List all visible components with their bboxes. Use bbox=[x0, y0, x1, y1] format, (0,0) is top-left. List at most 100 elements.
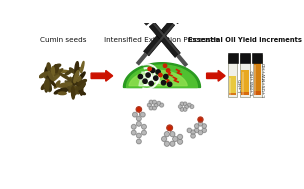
Ellipse shape bbox=[78, 80, 86, 85]
Ellipse shape bbox=[60, 89, 68, 93]
Bar bbox=[252, 53, 262, 63]
Ellipse shape bbox=[66, 77, 74, 84]
Ellipse shape bbox=[54, 81, 60, 88]
Ellipse shape bbox=[74, 85, 80, 94]
Circle shape bbox=[159, 73, 162, 77]
Circle shape bbox=[198, 130, 202, 135]
Polygon shape bbox=[126, 65, 197, 87]
Circle shape bbox=[167, 125, 172, 131]
Circle shape bbox=[149, 100, 153, 104]
Circle shape bbox=[152, 106, 156, 110]
Bar bbox=[240, 55, 250, 97]
Polygon shape bbox=[153, 22, 180, 54]
Ellipse shape bbox=[57, 85, 67, 87]
Bar bbox=[241, 92, 249, 95]
Polygon shape bbox=[170, 14, 181, 24]
Ellipse shape bbox=[75, 62, 78, 74]
Text: IL+MW+HD: IL+MW+HD bbox=[250, 70, 254, 95]
Polygon shape bbox=[139, 72, 154, 86]
Ellipse shape bbox=[70, 68, 75, 74]
Ellipse shape bbox=[54, 69, 63, 75]
Bar bbox=[229, 93, 237, 95]
Circle shape bbox=[183, 102, 187, 106]
Bar bbox=[254, 91, 261, 95]
Circle shape bbox=[168, 82, 172, 86]
Polygon shape bbox=[147, 24, 174, 56]
Circle shape bbox=[154, 76, 158, 80]
Ellipse shape bbox=[67, 87, 79, 94]
Circle shape bbox=[148, 67, 151, 70]
Circle shape bbox=[149, 106, 153, 110]
Circle shape bbox=[173, 136, 178, 141]
Ellipse shape bbox=[41, 83, 47, 89]
Circle shape bbox=[185, 105, 188, 108]
Polygon shape bbox=[143, 21, 174, 56]
Circle shape bbox=[202, 128, 206, 132]
Circle shape bbox=[131, 125, 136, 129]
Circle shape bbox=[178, 134, 182, 139]
Circle shape bbox=[131, 130, 136, 135]
Circle shape bbox=[136, 133, 141, 138]
Bar bbox=[228, 55, 237, 97]
Ellipse shape bbox=[48, 72, 53, 80]
Ellipse shape bbox=[46, 78, 51, 91]
Circle shape bbox=[156, 70, 160, 74]
Circle shape bbox=[142, 130, 146, 135]
Circle shape bbox=[195, 128, 199, 132]
Ellipse shape bbox=[47, 83, 50, 92]
Text: Intensified Extraction Processes: Intensified Extraction Processes bbox=[105, 37, 219, 43]
Ellipse shape bbox=[65, 81, 73, 89]
Ellipse shape bbox=[46, 80, 49, 91]
Circle shape bbox=[136, 122, 141, 126]
Ellipse shape bbox=[44, 73, 54, 77]
Circle shape bbox=[178, 139, 182, 144]
Circle shape bbox=[146, 73, 150, 77]
Circle shape bbox=[160, 103, 164, 107]
Ellipse shape bbox=[61, 87, 70, 91]
Circle shape bbox=[180, 102, 184, 106]
Circle shape bbox=[170, 141, 175, 146]
Ellipse shape bbox=[68, 77, 71, 89]
Circle shape bbox=[138, 74, 143, 79]
Circle shape bbox=[164, 132, 169, 137]
Circle shape bbox=[202, 124, 206, 128]
Circle shape bbox=[162, 136, 167, 141]
Polygon shape bbox=[123, 63, 200, 87]
Circle shape bbox=[180, 108, 184, 111]
Circle shape bbox=[164, 141, 169, 146]
Circle shape bbox=[142, 125, 146, 129]
Circle shape bbox=[190, 105, 194, 108]
Circle shape bbox=[195, 124, 199, 128]
Circle shape bbox=[136, 116, 141, 121]
Text: Cumin seeds: Cumin seeds bbox=[40, 37, 87, 43]
Text: Essential Oil Yield increments: Essential Oil Yield increments bbox=[188, 37, 302, 43]
Ellipse shape bbox=[51, 67, 54, 75]
Ellipse shape bbox=[79, 83, 85, 90]
Bar bbox=[240, 53, 250, 63]
Ellipse shape bbox=[80, 87, 82, 95]
Bar bbox=[253, 55, 262, 97]
Ellipse shape bbox=[59, 73, 71, 80]
Ellipse shape bbox=[73, 82, 84, 87]
Ellipse shape bbox=[50, 72, 61, 82]
Ellipse shape bbox=[47, 63, 50, 71]
Ellipse shape bbox=[71, 76, 75, 88]
Bar bbox=[229, 77, 231, 95]
Circle shape bbox=[164, 74, 168, 79]
Ellipse shape bbox=[54, 65, 58, 73]
Circle shape bbox=[187, 128, 192, 132]
Ellipse shape bbox=[78, 77, 81, 85]
Circle shape bbox=[154, 103, 158, 107]
Circle shape bbox=[191, 130, 195, 134]
FancyArrow shape bbox=[91, 70, 113, 81]
Ellipse shape bbox=[47, 69, 59, 75]
Circle shape bbox=[163, 64, 167, 67]
Bar bbox=[241, 70, 249, 95]
Ellipse shape bbox=[81, 61, 84, 73]
Ellipse shape bbox=[69, 86, 77, 92]
Bar bbox=[229, 76, 237, 95]
Circle shape bbox=[198, 117, 203, 122]
Circle shape bbox=[191, 134, 195, 138]
Bar bbox=[242, 72, 244, 95]
Circle shape bbox=[188, 103, 191, 107]
